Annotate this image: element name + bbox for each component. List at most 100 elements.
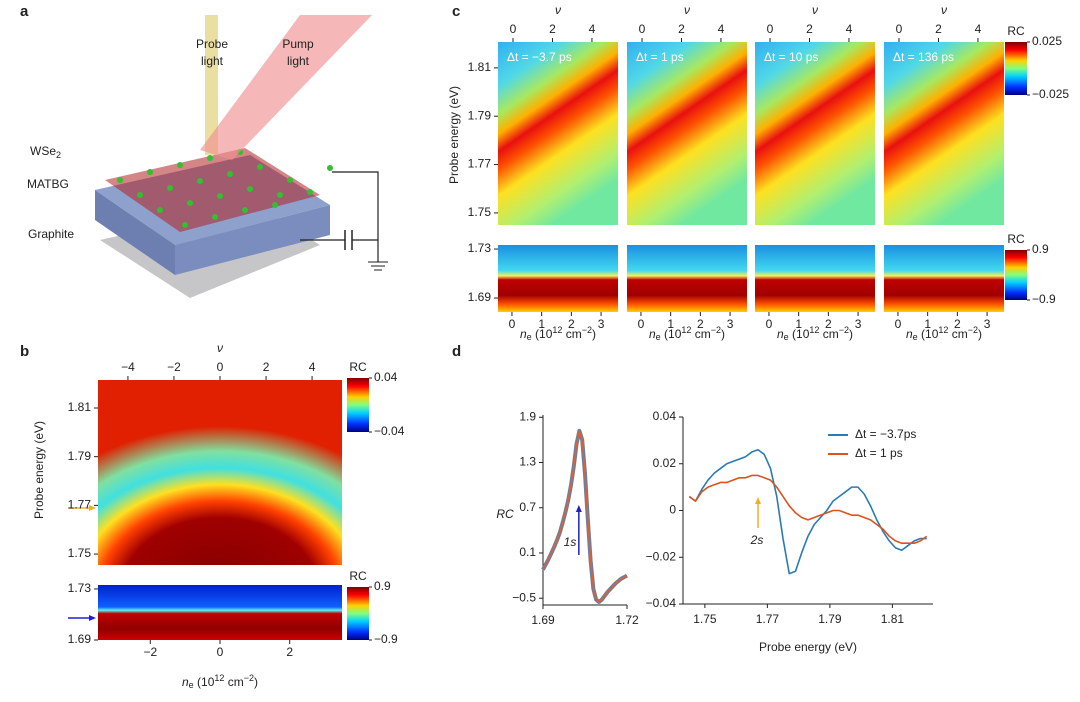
- x2-tick-label: 0: [510, 22, 517, 36]
- beam-label: Pump: [282, 37, 314, 51]
- label-part: ): [849, 327, 853, 341]
- data-line: [688, 448, 927, 575]
- heatmap-image: [498, 245, 618, 312]
- label-part: 12: [809, 325, 819, 335]
- x-tick-label: 0: [509, 317, 516, 331]
- y-tick-label: 0.04: [653, 409, 677, 423]
- x2-tick-label: −4: [121, 360, 135, 374]
- beam-label: Probe: [196, 37, 228, 51]
- x-tick-label: 1.69: [531, 613, 555, 627]
- annotation: Δt = 10 ps: [764, 50, 818, 64]
- label-part: (10: [918, 327, 939, 341]
- colorbar-label: RC: [1007, 24, 1025, 38]
- colorbar: [347, 587, 369, 640]
- x-tick-label: 1.77: [756, 612, 780, 626]
- data-line: [688, 474, 928, 545]
- annotation: 1s: [564, 535, 577, 549]
- marker-arrow: [89, 505, 96, 511]
- x2-tick-label: −2: [167, 360, 181, 374]
- x-tick-label: 1: [667, 317, 674, 331]
- x-axis-label: ne (1012 cm−2): [182, 673, 258, 690]
- label-part: e: [656, 332, 661, 342]
- x2-tick-label: 4: [846, 22, 853, 36]
- y-tick-label: 1.69: [468, 290, 492, 304]
- layer-label: MATBG: [27, 177, 69, 191]
- axis-line: [542, 415, 627, 606]
- label-part: −2: [839, 325, 849, 335]
- x2-axis-label: ν: [555, 3, 561, 17]
- y-tick-label: 1.81: [68, 400, 92, 414]
- label-part: −2: [968, 325, 978, 335]
- x-tick-label: −2: [143, 645, 157, 659]
- x-tick-label: 0: [895, 317, 902, 331]
- x2-tick-label: 0: [217, 360, 224, 374]
- label-part: e: [527, 332, 532, 342]
- label-part: cm: [224, 675, 243, 689]
- x2-tick-label: 0: [896, 22, 903, 36]
- label-part: 12: [938, 325, 948, 335]
- annotation: Δt = −3.7 ps: [507, 50, 572, 64]
- x-tick-label: 2: [825, 317, 832, 331]
- x2-tick-label: 4: [309, 360, 316, 374]
- data-line: [541, 428, 628, 604]
- x2-axis-label: ν: [217, 341, 223, 355]
- x-axis-label: ne (1012 cm−2): [649, 325, 725, 342]
- x-axis-label: ne (1012 cm−2): [520, 325, 596, 342]
- panel-label: a: [20, 3, 29, 20]
- label-part: e: [189, 680, 194, 690]
- y-tick-label: 0.7: [519, 500, 536, 514]
- y-tick-label: 0.1: [519, 545, 536, 559]
- colorbar: [1005, 42, 1027, 95]
- x2-tick-label: 4: [975, 22, 982, 36]
- x-tick-label: 1: [538, 317, 545, 331]
- y-tick-label: 0: [669, 503, 676, 517]
- heatmap-image: [627, 42, 747, 225]
- y-tick-label: −0.04: [646, 596, 677, 610]
- label-part: 12: [552, 325, 562, 335]
- x2-tick-label: 2: [549, 22, 556, 36]
- layer-label: Graphite: [28, 227, 74, 241]
- y-tick-label: 1.77: [468, 157, 492, 171]
- label-part: ): [254, 675, 258, 689]
- x-axis-label: ne (1012 cm−2): [906, 325, 982, 342]
- colorbar: [347, 378, 369, 432]
- label-part: (10: [661, 327, 682, 341]
- y-tick-label: −0.02: [646, 549, 677, 563]
- colorbar-tick-label: 0.025: [1032, 34, 1062, 48]
- heatmap-image: [98, 585, 342, 640]
- label-part: n: [520, 327, 527, 341]
- label-part: ): [721, 327, 725, 341]
- label-part: −2: [582, 325, 592, 335]
- y-axis-label: Probe energy (eV): [32, 421, 46, 519]
- y-tick-label: 1.75: [68, 546, 92, 560]
- y-tick-label: 1.3: [519, 455, 536, 469]
- colorbar-tick-label: −0.9: [374, 632, 398, 646]
- annotation-arrow: [755, 497, 761, 504]
- y-tick-label: 1.77: [68, 498, 92, 512]
- colorbar-tick-label: 0.04: [374, 370, 398, 384]
- heatmap-image: [498, 42, 618, 225]
- label-part: cm: [819, 327, 838, 341]
- colorbar-label: RC: [1007, 232, 1025, 246]
- x2-tick-label: 2: [935, 22, 942, 36]
- y-axis-label: Probe energy (eV): [447, 86, 461, 184]
- label-part: 12: [214, 673, 224, 683]
- x-tick-label: 1.75: [693, 612, 717, 626]
- x-tick-label: 1.72: [615, 613, 639, 627]
- label-part: cm: [562, 327, 581, 341]
- x-tick-label: 3: [598, 317, 605, 331]
- x-tick-label: 0: [766, 317, 773, 331]
- y-tick-label: 1.81: [468, 60, 492, 74]
- layer-label: WSe2: [30, 144, 61, 160]
- x2-tick-label: 2: [678, 22, 685, 36]
- layer-label-main: WSe: [30, 144, 56, 158]
- label-part: (10: [194, 675, 215, 689]
- label-part: e: [913, 332, 918, 342]
- colorbar: [1005, 250, 1027, 300]
- label-part: −2: [711, 325, 721, 335]
- x2-tick-label: 0: [767, 22, 774, 36]
- y-tick-label: 1.75: [468, 205, 492, 219]
- annotation-arrow: [575, 505, 582, 512]
- panel-label: b: [20, 343, 29, 360]
- x-tick-label: 2: [286, 645, 293, 659]
